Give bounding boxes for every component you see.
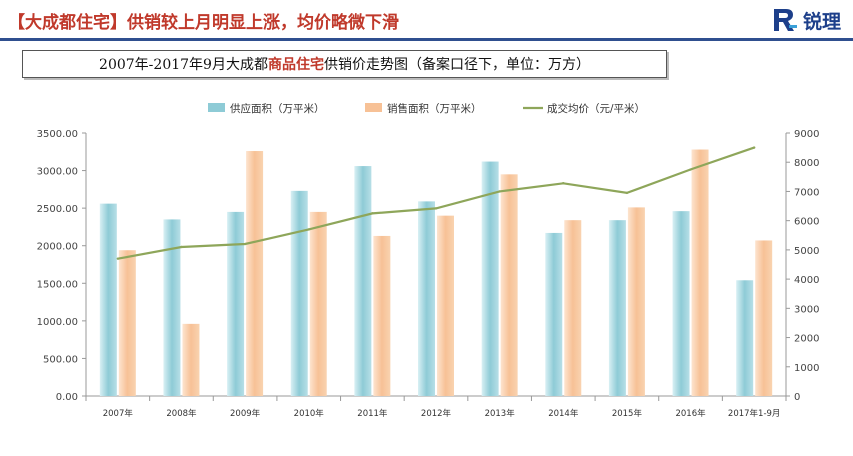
price-point (371, 212, 374, 215)
right-tick-label: 0 (794, 392, 800, 403)
sales-bar (564, 220, 582, 396)
price-point (180, 245, 183, 249)
sales-bar (182, 323, 200, 396)
right-tick-label: 4000 (794, 275, 819, 286)
supply-bar (163, 219, 181, 396)
sales-bar (437, 215, 454, 396)
chart-title-suffix: 供销价走势图（备案口径下，单位：万方） (323, 57, 590, 73)
price-point (307, 228, 310, 231)
left-tick-label: 0.00 (56, 392, 78, 403)
supply-bar (227, 211, 245, 396)
page-header: 【大成都住宅】供销较上月明显上涨，均价略微下滑 锐理 (0, 0, 853, 44)
right-tick-label: 5000 (794, 246, 819, 257)
supply-bar (481, 161, 499, 396)
right-tick-label: 8000 (794, 158, 819, 169)
supply-bar (290, 190, 308, 396)
x-tick-label: 2008年 (166, 408, 197, 419)
price-point (498, 190, 501, 193)
x-tick-label: 2014年 (548, 408, 579, 419)
sales-bar (373, 235, 391, 396)
legend-price-label: 成交均价（元/平米） (547, 102, 645, 115)
x-tick-label: 2012年 (421, 408, 452, 419)
price-point (116, 257, 120, 260)
price-line (117, 146, 755, 260)
price-point (752, 146, 756, 149)
left-tick-label: 3500.00 (37, 129, 78, 140)
supply-bar (672, 211, 690, 396)
sales-bar (118, 250, 136, 396)
right-tick-label: 9000 (794, 129, 819, 140)
supply-bar (736, 280, 754, 396)
sales-bar (246, 151, 264, 396)
brand-logo: 锐理 (770, 4, 841, 36)
right-tick-label: 2000 (794, 334, 819, 345)
price-point (434, 207, 438, 210)
legend-sales-swatch (365, 103, 382, 112)
brand-logo-text: 锐理 (802, 10, 841, 33)
supply-bar (354, 166, 372, 396)
left-tick-label: 1500.00 (37, 279, 78, 290)
x-tick-label: 2009年 (230, 408, 261, 419)
x-tick-label: 2017年1-9月 (728, 408, 781, 419)
supply-bar (608, 220, 626, 396)
right-tick-label: 7000 (794, 187, 819, 198)
right-tick-label: 6000 (794, 217, 819, 228)
left-tick-label: 3000.00 (37, 167, 78, 178)
page-title: 【大成都住宅】供销较上月明显上涨，均价略微下滑 (8, 13, 399, 33)
left-tick-label: 2500.00 (37, 204, 78, 215)
right-tick-label: 3000 (794, 304, 819, 315)
legend-supply-label: 供应面积（万平米） (230, 102, 325, 115)
sales-bar (755, 240, 773, 396)
x-tick-label: 2007年 (103, 408, 134, 419)
left-tick-label: 1000.00 (37, 317, 78, 328)
x-tick-label: 2011年 (357, 408, 388, 419)
sales-bar (309, 211, 327, 396)
x-tick-label: 2015年 (612, 408, 643, 419)
supply-bar (418, 201, 435, 396)
sales-bar (691, 149, 709, 396)
sales-bar (627, 207, 645, 396)
chart-title-highlight: 商品住宅 (267, 57, 324, 73)
x-tick-label: 2016年 (675, 408, 706, 419)
chart-title: 2007年-2017年9月大成都商品住宅供销价走势图（备案口径下，单位：万方） (23, 54, 666, 74)
x-tick-label: 2013年 (485, 408, 516, 419)
price-point (689, 168, 692, 171)
left-tick-label: 500.00 (43, 354, 78, 365)
rl-logo-icon (773, 9, 797, 31)
right-tick-label: 1000 (794, 363, 819, 374)
price-point (625, 191, 629, 195)
chart-title-prefix: 2007年-2017年9月大成都 (99, 57, 268, 73)
price-point (562, 182, 565, 185)
legend-supply-swatch (208, 103, 225, 112)
legend-sales-label: 销售面积（万平米） (387, 102, 482, 115)
sales-bar (500, 174, 518, 396)
x-tick-label: 2010年 (294, 408, 325, 419)
left-tick-label: 2000.00 (37, 242, 78, 253)
supply-bar (99, 203, 117, 396)
header-divider (0, 38, 853, 41)
price-point (243, 242, 247, 246)
supply-bar (545, 232, 563, 396)
chart-title-box: 2007年-2017年9月大成都商品住宅供销价走势图（备案口径下，单位：万方） (22, 50, 667, 78)
